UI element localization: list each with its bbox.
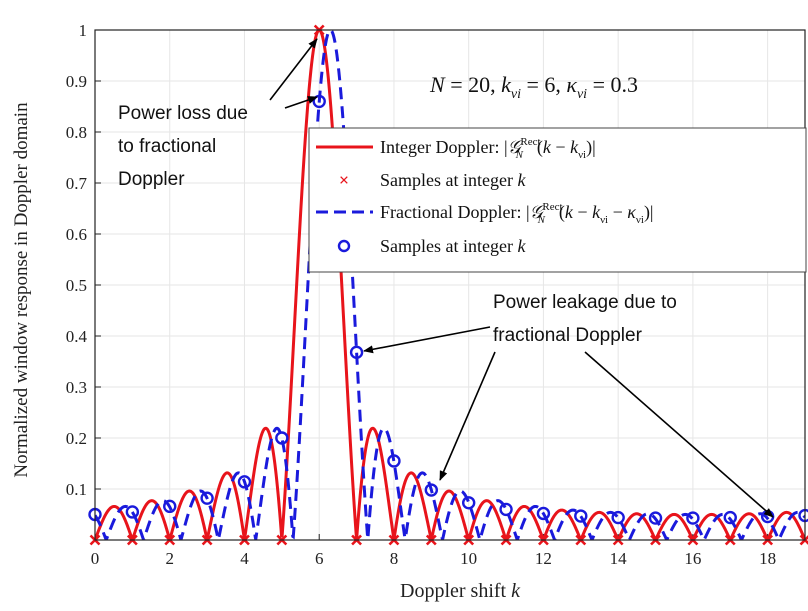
y-tick-label: 0.7 (66, 174, 88, 193)
y-tick-label: 0.6 (66, 225, 87, 244)
y-tick-label: 0.8 (66, 123, 87, 142)
legend-label-fractional-samples: Samples at integer k (380, 236, 526, 256)
x-tick-label: 12 (535, 549, 552, 568)
x-tick-label: 2 (165, 549, 174, 568)
y-axis-label: Normalized window response in Doppler do… (11, 102, 32, 478)
y-tick-label: 0.9 (66, 72, 87, 91)
x-axis-label: Doppler shift k (400, 580, 521, 602)
y-tick-label: 1 (79, 21, 88, 40)
x-tick-label: 16 (684, 549, 701, 568)
x-tick-label: 14 (610, 549, 628, 568)
y-tick-label: 0.1 (66, 480, 87, 499)
y-tick-label: 0.3 (66, 378, 87, 397)
x-tick-label: 0 (91, 549, 100, 568)
x-tick-label: 10 (460, 549, 477, 568)
legend-x-marker: × (339, 170, 349, 190)
x-tick-label: 4 (240, 549, 249, 568)
x-tick-label: 8 (390, 549, 399, 568)
y-tick-label: 0.2 (66, 429, 87, 448)
x-tick-label: 6 (315, 549, 324, 568)
legend-label-integer-samples: Samples at integer k (380, 170, 526, 190)
x-tick-label: 18 (759, 549, 776, 568)
y-tick-label: 0.4 (66, 327, 88, 346)
y-tick-label: 0.5 (66, 276, 87, 295)
